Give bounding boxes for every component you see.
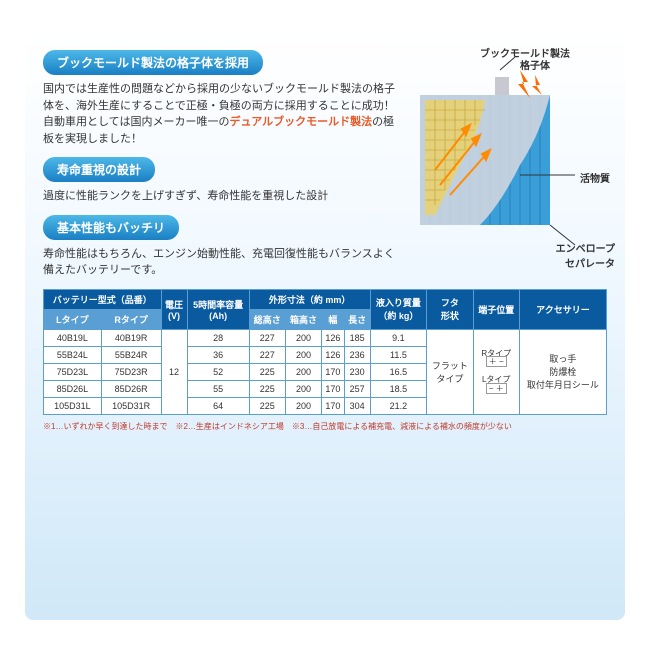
section-2-title: 寿命重視の設計 <box>43 157 155 182</box>
footnote: ※1…いずれか早く到達した時まで ※2…生産はインドネシア工場 ※3…自己放電に… <box>43 421 607 432</box>
section-3: 基本性能もバッチリ 寿命性能はもちろん、エンジン始動性能、充電回復性能もバランス… <box>43 215 403 279</box>
section-1-title: ブックモールド製法の格子体を採用 <box>43 50 263 75</box>
th-h1: 総高さ <box>249 309 285 329</box>
section-3-title: 基本性能もバッチリ <box>43 215 179 240</box>
th-terminal: 端子位置 <box>473 289 519 329</box>
section-3-body: 寿命性能はもちろん、エンジン始動性能、充電回復性能もバランスよく備えたバッテリー… <box>43 246 403 279</box>
spec-table: バッテリー型式（品番） 電圧(V) 5時間率容量(Ah) 外形寸法（約 mm） … <box>43 289 607 415</box>
th-model: バッテリー型式（品番） <box>44 289 162 309</box>
th-h2: 箱高さ <box>285 309 321 329</box>
diagram-svg <box>400 45 610 265</box>
section-1-body: 国内では生産性の問題などから採用の少ないブックモールド製法の格子体を、海外生産に… <box>43 81 403 147</box>
battery-diagram: ブックモールド製法 格子体 <box>400 45 610 265</box>
th-l: 長さ <box>344 309 370 329</box>
th-w: 幅 <box>322 309 345 329</box>
section-2-body: 過度に性能ランクを上げすぎず、寿命性能を重視した設計 <box>43 188 403 205</box>
table-row: 40B19L40B19R12282272001261859.1フラット タイプR… <box>44 329 607 346</box>
diagram-label-active: 活物質 <box>580 170 610 185</box>
th-weight: 液入り質量（約 kg） <box>370 289 427 329</box>
th-capacity: 5時間率容量(Ah) <box>187 289 249 329</box>
section-1: ブックモールド製法の格子体を採用 国内では生産性の問題などから採用の少ないブック… <box>43 50 403 147</box>
diagram-label-envelope: エンベロープセパレータ <box>556 240 615 270</box>
diagram-label-grid: 格子体 <box>520 57 550 72</box>
th-dims: 外形寸法（約 mm） <box>249 289 370 309</box>
th-ltype: Lタイプ <box>44 309 102 329</box>
th-rtype: Rタイプ <box>101 309 161 329</box>
th-voltage: 電圧(V) <box>161 289 187 329</box>
th-lid: フタ形状 <box>427 289 473 329</box>
section-2: 寿命重視の設計 過度に性能ランクを上げすぎず、寿命性能を重視した設計 <box>43 157 403 205</box>
th-accessory: アクセサリー <box>519 289 606 329</box>
